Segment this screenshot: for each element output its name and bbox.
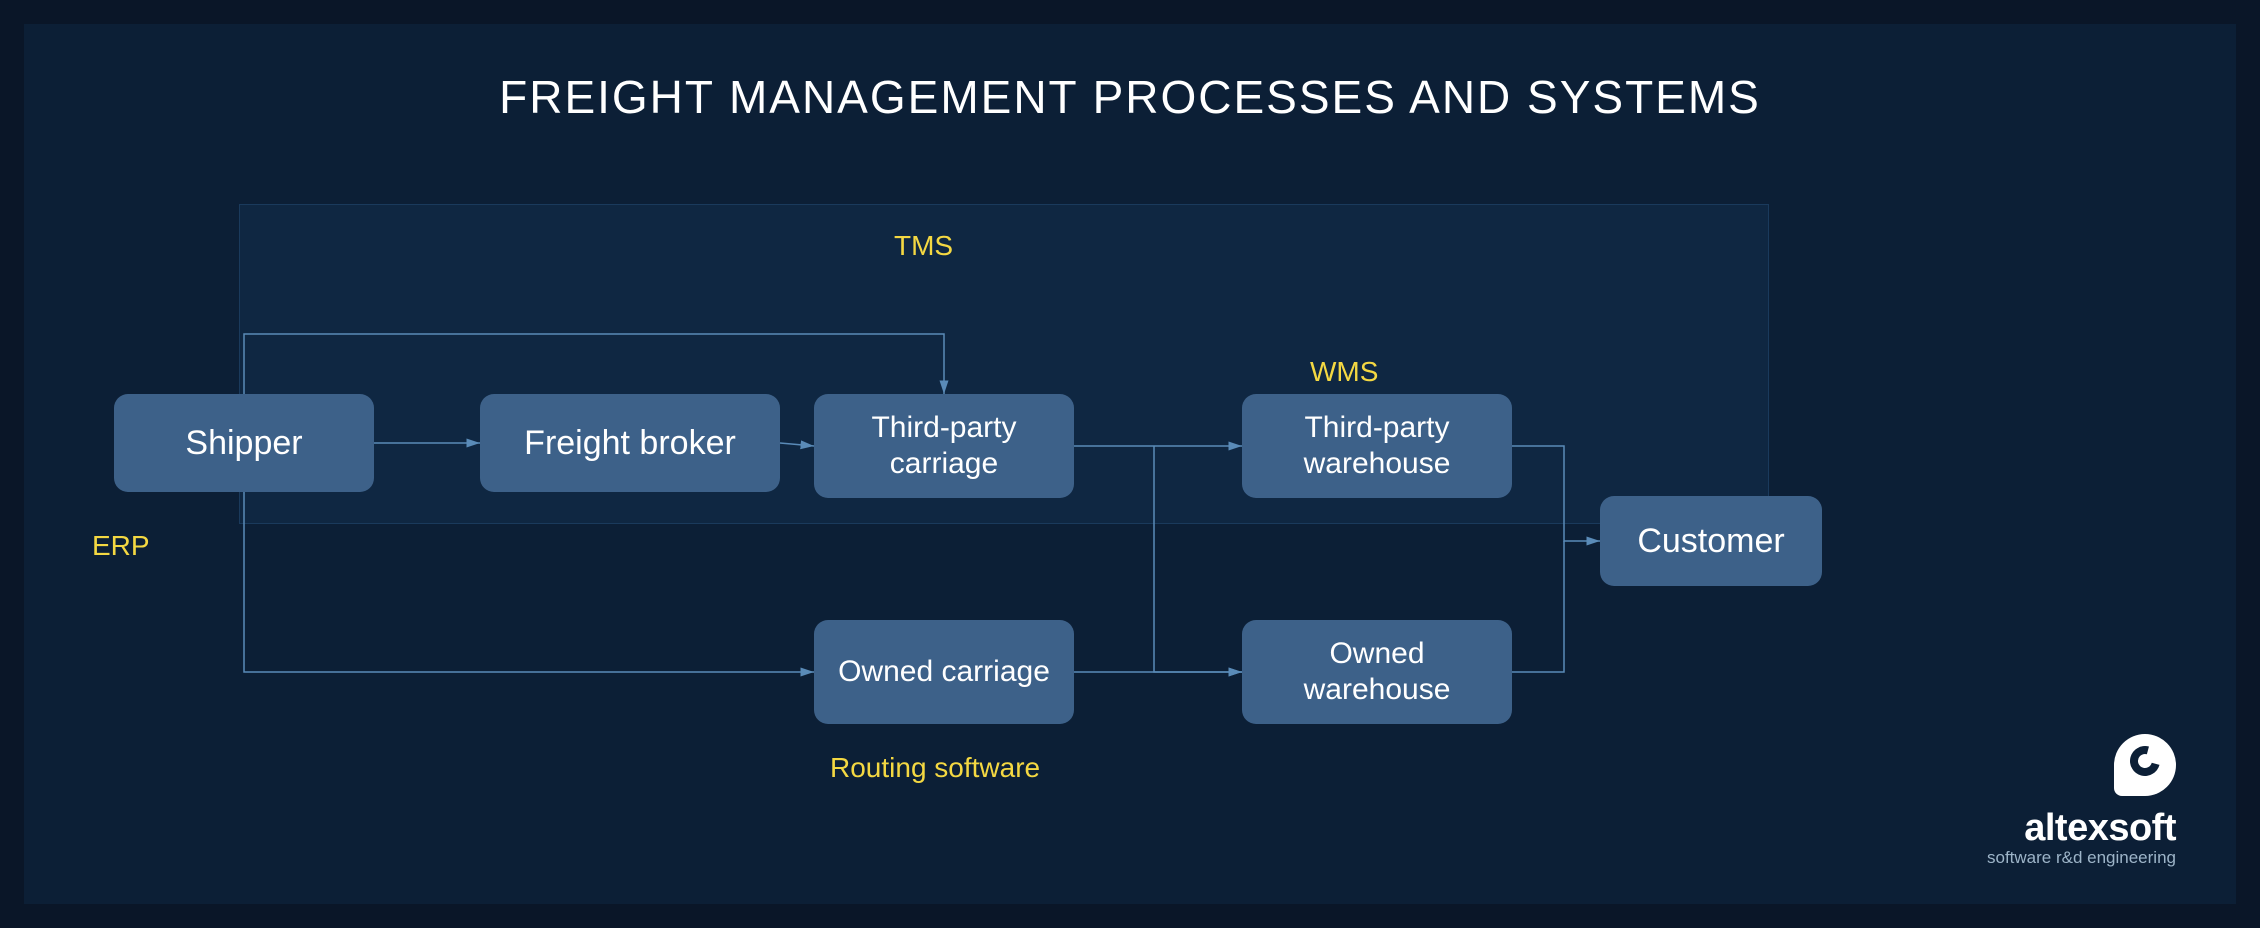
label-wms: WMS xyxy=(1310,356,1378,388)
logo: altexsoft software r&d engineering xyxy=(1987,734,2176,868)
node-tp-carr: Third-party carriage xyxy=(814,394,1074,498)
node-tp-wh: Third-party warehouse xyxy=(1242,394,1512,498)
logo-tagline: software r&d engineering xyxy=(1987,848,2176,868)
label-erp: ERP xyxy=(92,530,150,562)
label-routing: Routing software xyxy=(830,752,1040,784)
node-broker: Freight broker xyxy=(480,394,780,492)
node-shipper: Shipper xyxy=(114,394,374,492)
label-tms: TMS xyxy=(894,230,953,262)
node-own-wh: Owned warehouse xyxy=(1242,620,1512,724)
diagram-canvas: FREIGHT MANAGEMENT PROCESSES AND SYSTEMS… xyxy=(24,24,2236,904)
logo-brand: altexsoft xyxy=(1987,807,2176,850)
logo-icon xyxy=(2114,734,2176,796)
node-own-carr: Owned carriage xyxy=(814,620,1074,724)
diagram-title: FREIGHT MANAGEMENT PROCESSES AND SYSTEMS xyxy=(24,70,2236,124)
node-customer: Customer xyxy=(1600,496,1822,586)
